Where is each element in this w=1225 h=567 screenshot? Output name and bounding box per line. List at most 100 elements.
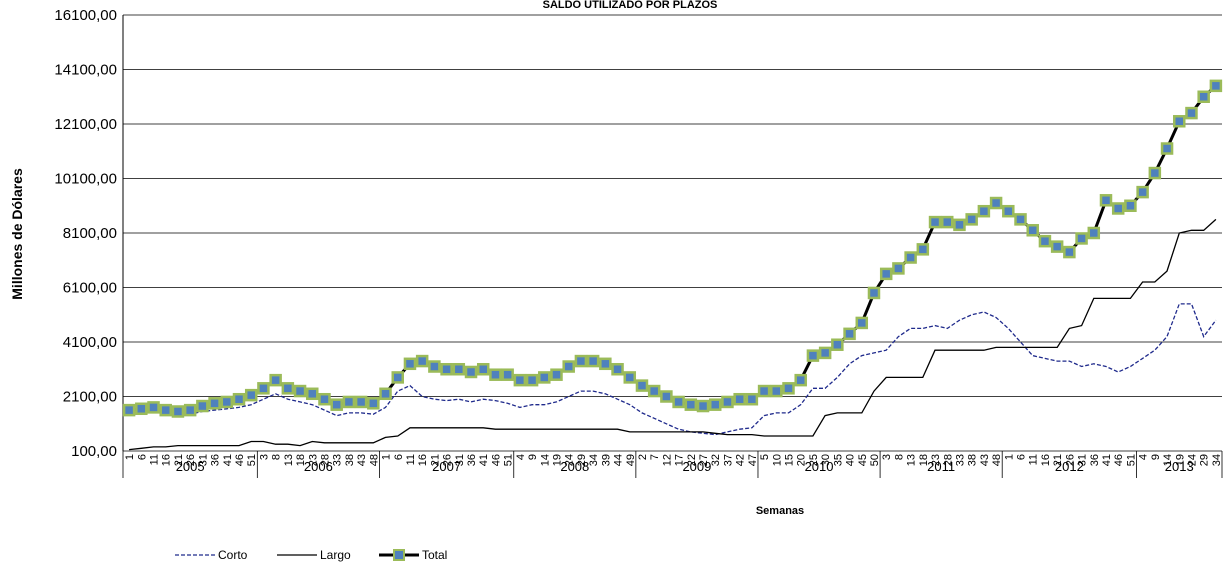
marker — [183, 403, 197, 417]
x-tick-label: 21 — [173, 454, 185, 466]
marker — [757, 384, 771, 398]
marker — [379, 387, 392, 401]
year-label: 2006 — [304, 459, 333, 474]
marker — [1185, 106, 1198, 120]
x-tick-label: 23 — [307, 454, 319, 466]
year-label: 2011 — [927, 459, 955, 474]
y-tick-label: 4100,00 — [63, 334, 117, 351]
marker — [367, 397, 380, 410]
legend-label: Corto — [218, 548, 248, 562]
marker — [1038, 234, 1052, 248]
x-tick-label: 6 — [393, 454, 405, 460]
marker — [843, 327, 856, 341]
x-tick-label: 35 — [832, 454, 844, 466]
x-tick-label: 19 — [1174, 454, 1186, 466]
marker — [794, 373, 807, 387]
x-tick-label: 26 — [185, 454, 197, 466]
year-label: 2012 — [1055, 459, 1084, 474]
marker — [867, 286, 881, 300]
x-tick-label: 42 — [735, 454, 747, 466]
marker — [1063, 245, 1076, 259]
year-label: 2005 — [176, 459, 205, 474]
x-tick-label: 33 — [954, 454, 966, 466]
marker — [1002, 204, 1015, 218]
marker — [745, 392, 759, 406]
y-tick-label: 14100,00 — [54, 62, 117, 79]
marker — [941, 215, 954, 229]
marker — [452, 363, 466, 376]
marker — [1160, 142, 1174, 155]
marker — [574, 354, 588, 368]
marker — [476, 363, 490, 376]
year-label: 2009 — [682, 459, 711, 474]
x-tick-label: 36 — [466, 454, 478, 466]
year-label: 2007 — [432, 459, 461, 474]
x-tick-label: 4 — [515, 454, 527, 460]
x-tick-label: 39 — [600, 454, 612, 466]
x-tick-label: 43 — [979, 454, 991, 466]
marker — [1111, 202, 1125, 215]
x-tick-label: 6 — [1016, 454, 1028, 460]
marker — [147, 401, 160, 414]
marker — [122, 403, 136, 417]
marker — [611, 363, 624, 376]
marker — [928, 215, 942, 229]
marker — [1148, 166, 1162, 180]
y-tick-label: 100,00 — [71, 443, 117, 460]
marker — [599, 357, 612, 371]
x-tick-label: 34 — [588, 454, 600, 466]
legend-label: Total — [422, 548, 447, 562]
marker — [501, 368, 514, 381]
x-tick-label: 16 — [1040, 454, 1052, 466]
x-tick-label: 29 — [1199, 454, 1211, 466]
x-tick-label: 14 — [1162, 454, 1174, 466]
marker — [440, 363, 453, 376]
x-tick-label: 16 — [161, 454, 173, 466]
marker — [684, 398, 698, 411]
marker — [1197, 90, 1210, 103]
marker — [135, 402, 148, 416]
x-tick-label: 24 — [564, 454, 576, 466]
x-tick-label: 47 — [747, 454, 759, 466]
marker — [782, 382, 795, 395]
x-tick-label: 46 — [234, 454, 246, 466]
x-tick-label: 48 — [991, 454, 1003, 466]
marker — [879, 267, 893, 281]
x-tick-label: 15 — [784, 454, 796, 466]
marker — [269, 373, 282, 387]
marker — [953, 218, 966, 232]
marker — [1050, 240, 1064, 253]
x-tick-label: 26 — [1064, 454, 1076, 466]
y-axis-label: Millones de Dólares — [9, 168, 25, 300]
year-label: 2008 — [560, 459, 589, 474]
x-tick-label: 5 — [759, 454, 771, 460]
series-line — [129, 303, 1217, 436]
marker — [647, 384, 661, 398]
marker — [403, 357, 417, 371]
marker — [525, 373, 539, 387]
x-tick-label: 36 — [210, 454, 222, 466]
x-tick-label: 32 — [710, 454, 722, 466]
y-tick-label: 16100,00 — [54, 7, 117, 24]
x-tick-label: 1 — [124, 454, 136, 460]
marker — [806, 349, 820, 362]
x-tick-label: 11 — [149, 454, 161, 465]
marker — [855, 316, 869, 330]
x-tick-label: 13 — [283, 454, 295, 466]
marker — [1026, 224, 1039, 237]
marker — [208, 397, 221, 410]
marker — [306, 387, 319, 401]
x-tick-label: 11 — [1028, 454, 1040, 465]
x-tick-label: 43 — [356, 454, 368, 466]
marker — [916, 243, 930, 256]
y-tick-label: 10100,00 — [54, 171, 117, 188]
marker — [1087, 226, 1101, 240]
marker — [1173, 115, 1186, 128]
x-tick-label: 51 — [503, 454, 515, 466]
marker — [538, 371, 551, 384]
marker — [513, 373, 527, 387]
series-line — [129, 218, 1217, 451]
legend-marker — [393, 549, 405, 561]
x-tick-label: 6 — [136, 454, 148, 460]
x-tick-label: 38 — [344, 454, 356, 466]
